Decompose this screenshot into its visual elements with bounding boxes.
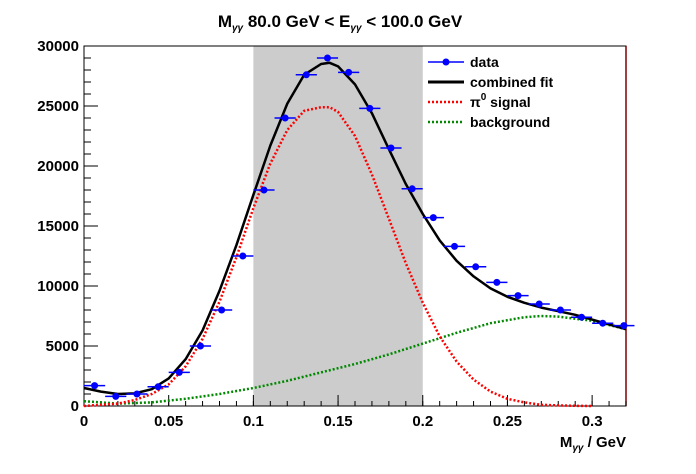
series-combined-fit-line bbox=[83, 61, 627, 396]
shaded-region bbox=[253, 46, 423, 406]
data-point bbox=[599, 319, 607, 327]
y-tick-label: 30000 bbox=[37, 38, 79, 55]
data-point bbox=[133, 390, 141, 398]
y-tick-label: 20000 bbox=[37, 158, 79, 175]
data-point bbox=[302, 71, 310, 79]
y-tick-label: 5000 bbox=[46, 338, 79, 355]
data-point bbox=[578, 313, 586, 321]
data-point bbox=[218, 306, 226, 314]
legend-label-data: data bbox=[470, 54, 499, 70]
x-tick-label: 0 bbox=[80, 413, 88, 430]
data-point bbox=[91, 382, 99, 390]
legend-label-background: background bbox=[470, 114, 550, 130]
y-tick-label: 10000 bbox=[37, 278, 79, 295]
x-tick-label: 0.15 bbox=[323, 413, 352, 430]
data-point bbox=[451, 242, 459, 250]
data-point bbox=[429, 214, 437, 222]
x-tick-label: 0.3 bbox=[582, 413, 603, 430]
y-tick-label: 15000 bbox=[37, 218, 79, 235]
legend-label-signal: π0 signal bbox=[470, 92, 531, 110]
data-point bbox=[535, 300, 543, 308]
data-point bbox=[239, 252, 247, 260]
data-point bbox=[196, 342, 204, 350]
data-point bbox=[175, 368, 183, 376]
data-point bbox=[345, 68, 353, 76]
data-point bbox=[281, 114, 289, 122]
legend: data combined fit π0 signal background bbox=[428, 54, 554, 130]
y-tick-label: 25000 bbox=[37, 98, 79, 115]
plot-area: 0 0.05 0.1 0.15 0.2 0.25 0.3 0 5000 10000 15000 200… bbox=[37, 38, 635, 430]
legend-data-marker bbox=[442, 58, 450, 66]
legend-label-fit: combined fit bbox=[470, 74, 554, 90]
x-tick-label: 0.1 bbox=[243, 413, 264, 430]
data-point bbox=[408, 185, 416, 193]
data-point bbox=[323, 54, 331, 62]
x-tick-label: 0.05 bbox=[154, 413, 183, 430]
data-point bbox=[472, 263, 480, 271]
series--0-signal-line bbox=[83, 105, 593, 408]
data-point bbox=[620, 322, 628, 330]
data-point bbox=[112, 392, 120, 400]
x-tick-label: 0.2 bbox=[412, 413, 433, 430]
data-point bbox=[260, 186, 268, 194]
x-axis-label: Mγγ / GeV bbox=[560, 434, 626, 454]
data-point bbox=[556, 306, 564, 314]
data-point bbox=[154, 383, 162, 391]
y-tick-label: 0 bbox=[71, 398, 79, 415]
series-background-line bbox=[83, 314, 627, 405]
data-point bbox=[387, 144, 395, 152]
data-point bbox=[366, 104, 374, 112]
chart-title: Mγγ 80.0 GeV < Eγγ < 100.0 GeV bbox=[218, 12, 463, 34]
data-point bbox=[514, 292, 522, 300]
data-point bbox=[493, 278, 501, 286]
x-tick-label: 0.25 bbox=[493, 413, 522, 430]
